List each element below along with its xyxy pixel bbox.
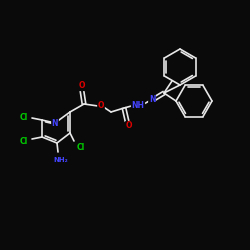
Text: Cl: Cl — [20, 112, 28, 122]
Text: NH₂: NH₂ — [54, 157, 68, 163]
Text: O: O — [79, 82, 85, 90]
Text: N: N — [52, 118, 58, 128]
Text: O: O — [126, 122, 132, 130]
Text: O: O — [98, 100, 104, 110]
Text: Cl: Cl — [77, 142, 85, 152]
Text: N: N — [149, 96, 155, 104]
Text: Cl: Cl — [20, 136, 28, 145]
Text: NH: NH — [132, 100, 144, 110]
